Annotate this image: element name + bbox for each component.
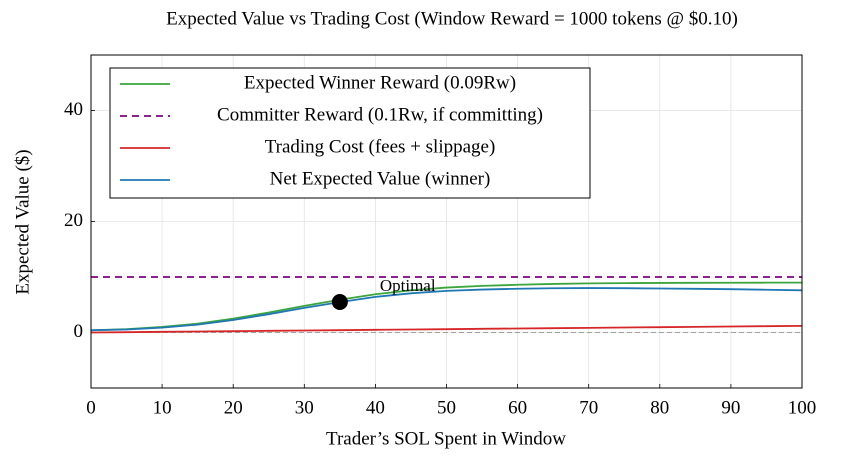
x-tick-label: 30: [295, 397, 314, 418]
legend-label: Net Expected Value (winner): [270, 168, 491, 189]
x-tick-label: 40: [366, 397, 385, 418]
plot-frame: [90, 54, 803, 389]
series-line: [90, 287, 803, 332]
x-tick-label: 70: [579, 397, 598, 418]
x-tick-label: 10: [153, 397, 172, 418]
legend-box: [109, 67, 591, 199]
y-tick-label: 0: [74, 321, 84, 342]
x-tick-label: 60: [508, 397, 527, 418]
y-axis-label: Expected Value ($): [12, 149, 33, 294]
x-tick-label: 90: [721, 397, 740, 418]
x-tick-label: 0: [86, 397, 96, 418]
legend-label: Expected Winner Reward (0.09Rw): [244, 72, 516, 93]
x-axis-label: Trader’s SOL Spent in Window: [326, 428, 566, 449]
x-tick-label: 100: [788, 397, 817, 418]
legend-label: Trading Cost (fees + slippage): [265, 136, 496, 157]
annotation: Optimal: [380, 276, 436, 295]
y-tick-label: 20: [64, 210, 83, 231]
x-tick-label: 80: [650, 397, 669, 418]
x-tick-label: 50: [437, 397, 456, 418]
optimal-point: [331, 293, 348, 310]
legend-label: Committer Reward (0.1Rw, if committing): [217, 104, 543, 125]
series-line: [90, 324, 803, 334]
series-line: [90, 281, 803, 332]
x-tick-label: 20: [224, 397, 243, 418]
chart-title: Expected Value vs Trading Cost (Window R…: [166, 8, 738, 29]
y-tick-label: 40: [64, 99, 83, 120]
